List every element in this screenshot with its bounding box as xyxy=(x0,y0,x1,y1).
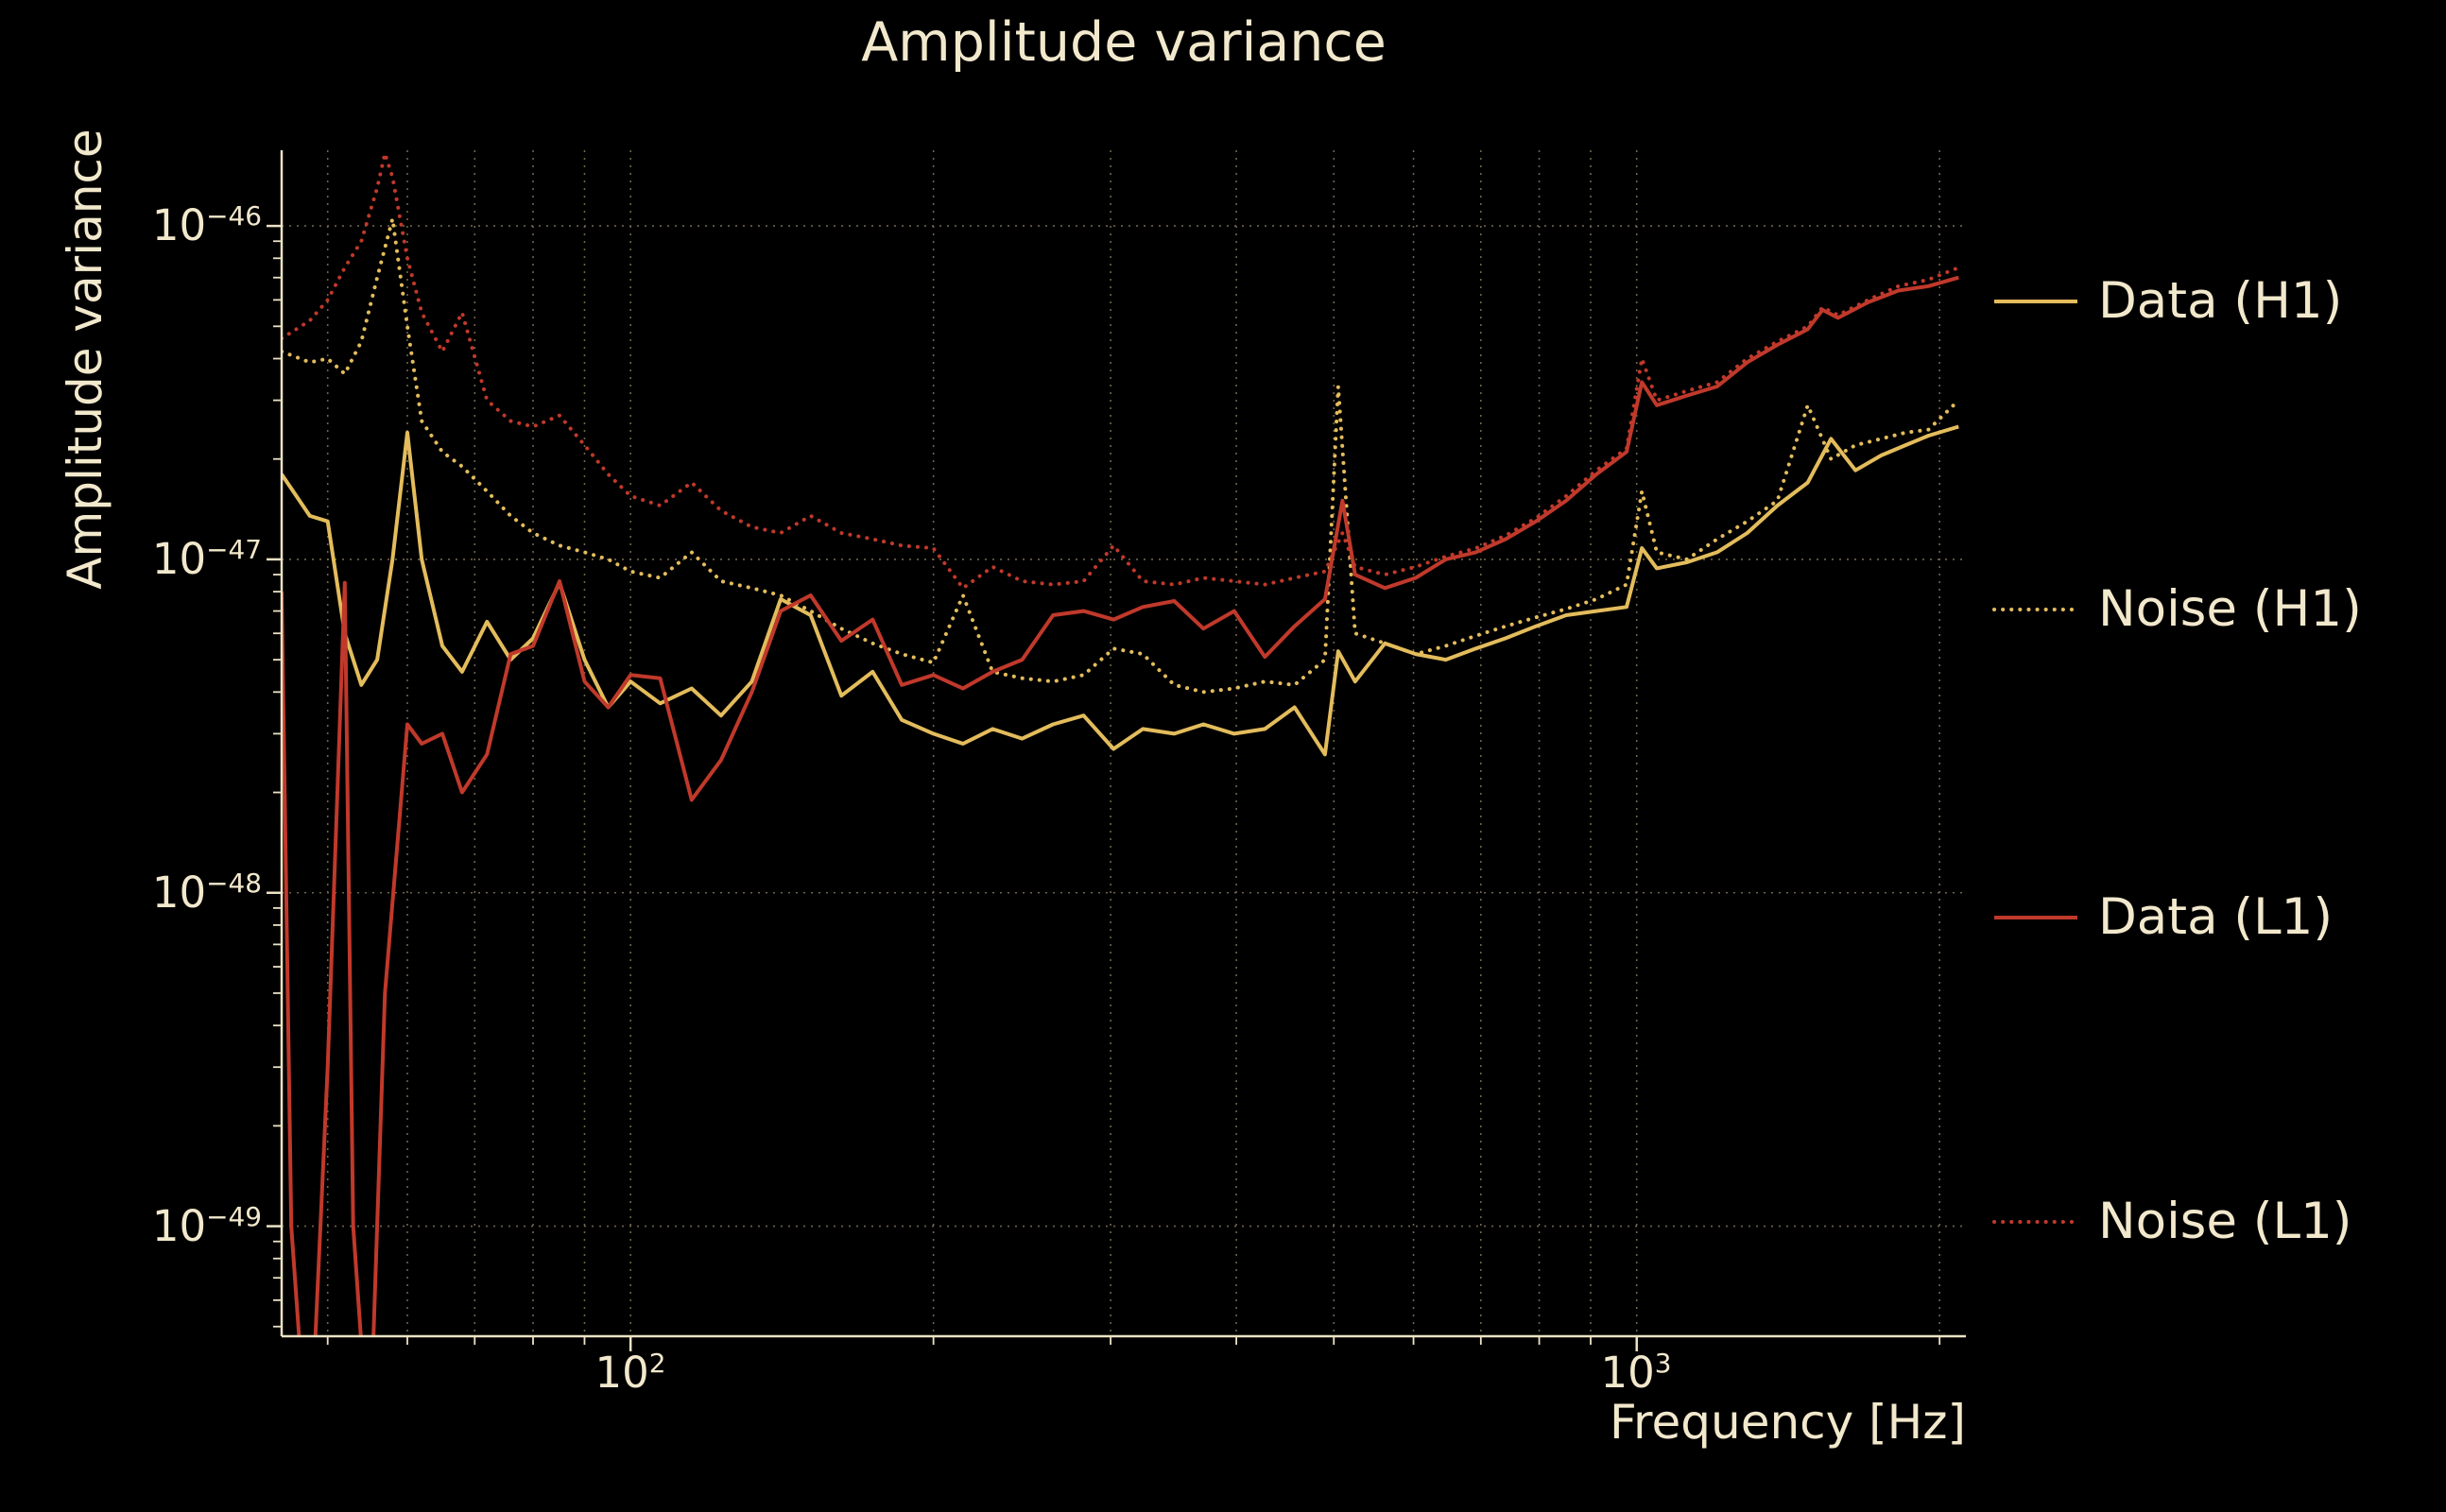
tick-base: 10 xyxy=(151,534,207,584)
x-axis-label: Frequency [Hz] xyxy=(1609,1395,1966,1450)
legend-entry-noise-l1: Noise (L1) xyxy=(1992,1193,2351,1250)
grid xyxy=(282,150,1966,1336)
tick-exponent: −46 xyxy=(206,200,262,232)
legend-line-data-h1 xyxy=(1994,299,2077,303)
legend-label-noise-h1: Noise (H1) xyxy=(2098,580,2362,638)
tick-exponent: −47 xyxy=(206,534,262,565)
series-noise-l1 xyxy=(282,151,1961,591)
tick-base: 10 xyxy=(151,868,207,918)
tick-exponent: −48 xyxy=(206,868,262,899)
chart-title: Amplitude variance xyxy=(861,11,1387,74)
tick-base: 10 xyxy=(151,1201,207,1251)
legend-label-data-h1: Data (H1) xyxy=(2098,272,2343,330)
legend-label-data-l1: Data (L1) xyxy=(2098,888,2333,946)
legend-entry-data-l1: Data (L1) xyxy=(1992,888,2333,946)
x-tick-label-1000: 103 xyxy=(1560,1348,1712,1398)
x-tick-label-100: 102 xyxy=(555,1348,706,1398)
axis-ticks xyxy=(267,224,1941,1351)
y-tick-label-1e-48: 10−48 xyxy=(90,868,262,918)
y-tick-label-1e-47: 10−47 xyxy=(90,534,262,584)
legend-line-noise-h1 xyxy=(1992,607,2079,611)
tick-base: 10 xyxy=(594,1348,649,1398)
y-axis-label: Amplitude variance xyxy=(58,129,112,590)
y-tick-label-1e-46: 10−46 xyxy=(90,200,262,250)
legend-entry-noise-h1: Noise (H1) xyxy=(1992,580,2362,638)
tick-base: 10 xyxy=(1600,1348,1655,1398)
series-data-l1 xyxy=(282,275,1959,1336)
legend-label-noise-l1: Noise (L1) xyxy=(2098,1193,2352,1250)
legend-line-data-l1 xyxy=(1994,915,2077,919)
tick-exponent: 2 xyxy=(648,1348,666,1379)
tick-exponent: −49 xyxy=(206,1201,262,1232)
tick-base: 10 xyxy=(151,200,207,250)
y-tick-label-1e-49: 10−49 xyxy=(90,1201,262,1251)
series-noise-h1 xyxy=(282,216,1961,695)
axis-spines xyxy=(280,150,1966,1338)
series-data-h1 xyxy=(282,424,1959,757)
legend-entry-data-h1: Data (H1) xyxy=(1992,272,2342,330)
tick-exponent: 3 xyxy=(1654,1348,1672,1379)
legend-line-noise-l1 xyxy=(1992,1219,2079,1224)
